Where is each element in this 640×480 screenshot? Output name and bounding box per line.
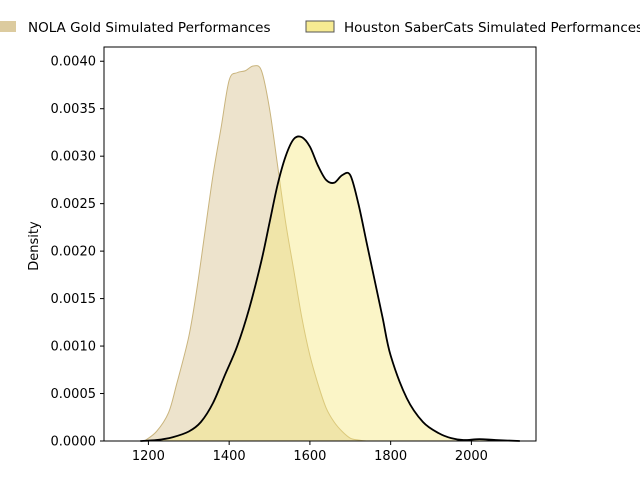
x-tick-label: 1800 — [374, 449, 407, 464]
x-tick-label: 1200 — [132, 449, 165, 464]
y-axis-label: Density — [27, 221, 42, 271]
plot-area — [140, 65, 520, 442]
y-tick-label: 0.0010 — [51, 340, 97, 355]
y-tick-label: 0.0020 — [51, 245, 97, 260]
legend-swatch-2 — [305, 20, 335, 33]
series-area-2 — [140, 136, 520, 441]
axes: 1200 1400 1600 1800 2000 0.0000 0.0005 0.0010 0.… — [51, 46, 537, 464]
x-tick-label: 2000 — [455, 449, 488, 464]
series-line-2 — [140, 135, 520, 442]
y-tick-label: 0.0040 — [51, 55, 97, 70]
legend: NOLA Gold Simulated Performances Houston … — [0, 20, 640, 36]
plot-frame — [103, 46, 537, 442]
y-tick-label: 0.0025 — [51, 197, 97, 212]
y-tick-label: 0.0015 — [51, 292, 97, 307]
y-tick-label: 0.0030 — [51, 150, 97, 165]
y-tick-label: 0.0000 — [51, 435, 97, 450]
series-area-1 — [144, 65, 387, 442]
legend-label-1: NOLA Gold Simulated Performances — [28, 20, 271, 36]
x-tick-label: 1400 — [213, 449, 246, 464]
legend-label-2: Houston SaberCats Simulated Performances — [344, 20, 640, 36]
x-tick-label: 1600 — [293, 449, 326, 464]
series-line-1 — [144, 65, 387, 442]
y-tick-label: 0.0005 — [51, 387, 97, 402]
y-tick-label: 0.0035 — [51, 102, 97, 117]
legend-swatch-1 — [0, 21, 16, 32]
